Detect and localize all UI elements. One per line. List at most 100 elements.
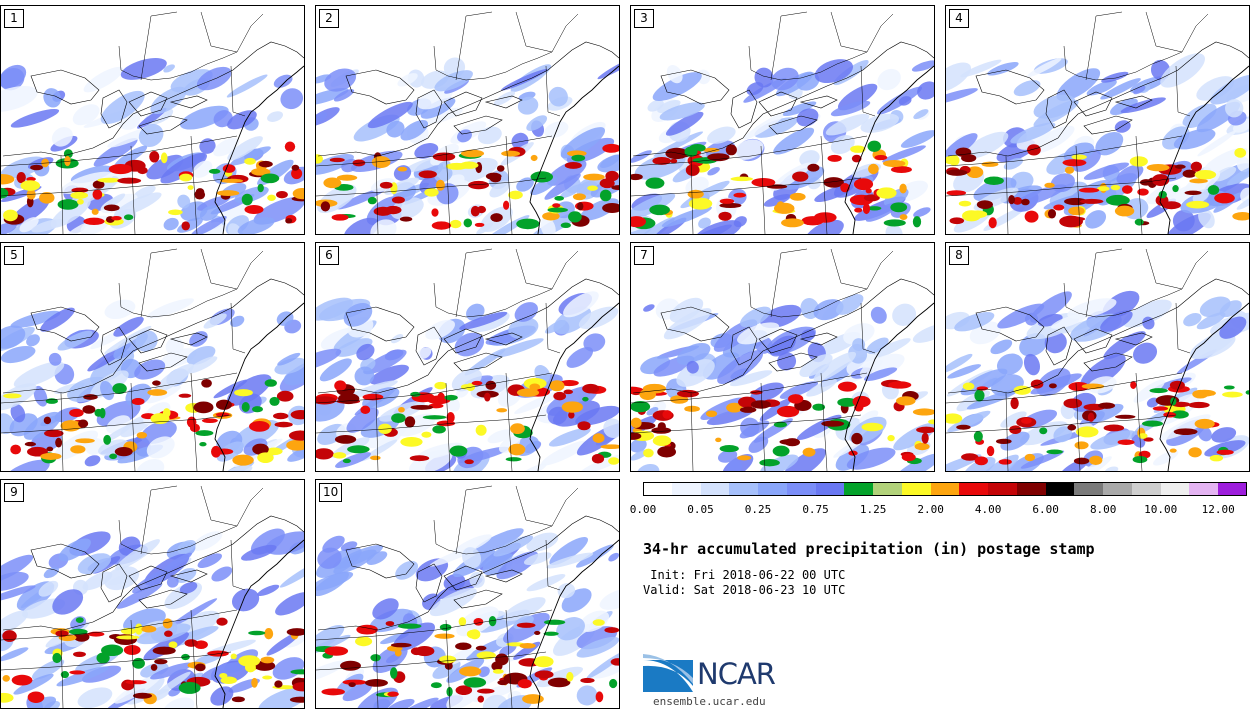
heavy-precip-cell xyxy=(194,663,206,672)
map-boundary-line xyxy=(214,65,304,234)
precip-area xyxy=(1090,430,1136,450)
heavy-precip-cell xyxy=(912,216,922,228)
precip-area xyxy=(43,88,62,108)
precip-area xyxy=(1182,103,1217,129)
heavy-precip-cell xyxy=(251,677,258,688)
heavy-precip-cell xyxy=(1114,414,1136,419)
map-boundary-line xyxy=(1,651,232,671)
precip-area xyxy=(859,353,905,380)
heavy-precip-cell xyxy=(508,443,526,456)
map-boundary-line xyxy=(545,302,561,354)
map-boundary-line xyxy=(730,89,758,129)
precip-area xyxy=(420,97,456,119)
precip-area xyxy=(319,358,352,382)
heavy-precip-cell xyxy=(342,458,351,464)
heavy-precip-cell xyxy=(567,150,587,157)
map-boundary-line xyxy=(529,539,619,708)
precip-area xyxy=(1133,85,1146,95)
precip-area xyxy=(1086,79,1117,96)
map-boundary-line xyxy=(455,11,493,81)
heavy-precip-cell xyxy=(199,441,207,447)
heavy-precip-cell xyxy=(1117,439,1135,445)
map-boundary-line xyxy=(1114,332,1153,346)
map-boundary-line xyxy=(631,414,862,434)
map-boundary-line xyxy=(515,485,579,527)
precip-area xyxy=(1027,58,1062,78)
precip-area xyxy=(346,407,379,433)
precip-area xyxy=(560,127,606,159)
precip-area xyxy=(646,407,659,416)
map-boundary-line xyxy=(140,248,178,318)
heavy-precip-cell xyxy=(152,646,176,655)
heavy-precip-cell xyxy=(391,196,405,204)
heavy-precip-cell xyxy=(1137,188,1149,196)
heavy-precip-cell xyxy=(788,394,804,404)
heavy-precip-cell xyxy=(230,653,237,660)
precip-area xyxy=(694,220,742,234)
precip-area xyxy=(1103,331,1146,360)
precip-area xyxy=(201,661,247,681)
heavy-precip-cell xyxy=(103,434,112,445)
precip-area xyxy=(589,661,619,679)
precip-area xyxy=(773,127,815,155)
map-boundary-line xyxy=(1063,45,1183,81)
heavy-precip-cell xyxy=(522,694,544,704)
precip-area xyxy=(27,696,57,708)
heavy-precip-cell xyxy=(737,455,752,461)
heavy-precip-cell xyxy=(677,389,699,398)
precip-area xyxy=(777,352,797,371)
heavy-precip-cell xyxy=(1105,194,1130,206)
map-boundary-line xyxy=(1159,302,1249,471)
heavy-precip-cell xyxy=(726,402,743,413)
precip-area xyxy=(733,139,764,160)
precip-area xyxy=(866,337,889,354)
heavy-precip-cell xyxy=(216,190,240,197)
heavy-precip-cell xyxy=(1134,218,1144,226)
heavy-precip-cell xyxy=(101,644,124,657)
map-boundary-line xyxy=(1045,326,1073,366)
map-boundary-line xyxy=(169,332,208,346)
heavy-precip-cell xyxy=(1194,169,1217,180)
precip-area xyxy=(973,177,1017,202)
precip-area xyxy=(372,598,399,620)
precip-area xyxy=(280,88,304,110)
heavy-precip-cell xyxy=(750,390,763,395)
precip-area xyxy=(316,397,345,422)
precip-area xyxy=(804,219,844,234)
precip-area xyxy=(1236,156,1249,173)
heavy-precip-cell xyxy=(1130,381,1137,389)
heavy-precip-cell xyxy=(559,379,579,387)
member-number-label: 9 xyxy=(4,483,24,502)
precip-area xyxy=(114,674,162,704)
valid-time: Valid: Sat 2018-06-23 10 UTC xyxy=(643,583,846,597)
heavy-precip-cell xyxy=(329,157,345,163)
map-boundary-line xyxy=(748,45,868,81)
precip-area xyxy=(740,306,771,328)
heavy-precip-cell xyxy=(605,170,619,182)
ensemble-member-panel: 5 xyxy=(0,242,305,472)
precip-area xyxy=(575,544,614,568)
map-boundary-line xyxy=(128,91,168,117)
heavy-precip-cell xyxy=(398,406,405,413)
heavy-precip-cell xyxy=(251,168,271,176)
precip-area xyxy=(1210,74,1249,105)
precip-area xyxy=(1,647,29,662)
precip-area xyxy=(219,199,251,221)
map-boundary-line xyxy=(632,278,934,394)
precip-area xyxy=(84,455,101,467)
heavy-precip-cell xyxy=(1169,448,1177,453)
precip-area xyxy=(417,347,432,360)
map-boundary-line xyxy=(631,135,868,167)
precip-area xyxy=(912,323,934,343)
map-boundary-line xyxy=(455,248,493,318)
map-boundary-line xyxy=(529,302,619,471)
heavy-precip-cell xyxy=(123,214,134,221)
map-boundary-line xyxy=(190,372,198,471)
precip-area xyxy=(911,60,934,72)
map-boundary-line xyxy=(100,563,128,603)
heavy-precip-cell xyxy=(751,178,776,187)
heavy-precip-cell xyxy=(195,188,205,196)
heavy-precip-cell xyxy=(657,446,677,458)
heavy-precip-cell xyxy=(685,164,700,176)
precip-area xyxy=(136,459,165,471)
